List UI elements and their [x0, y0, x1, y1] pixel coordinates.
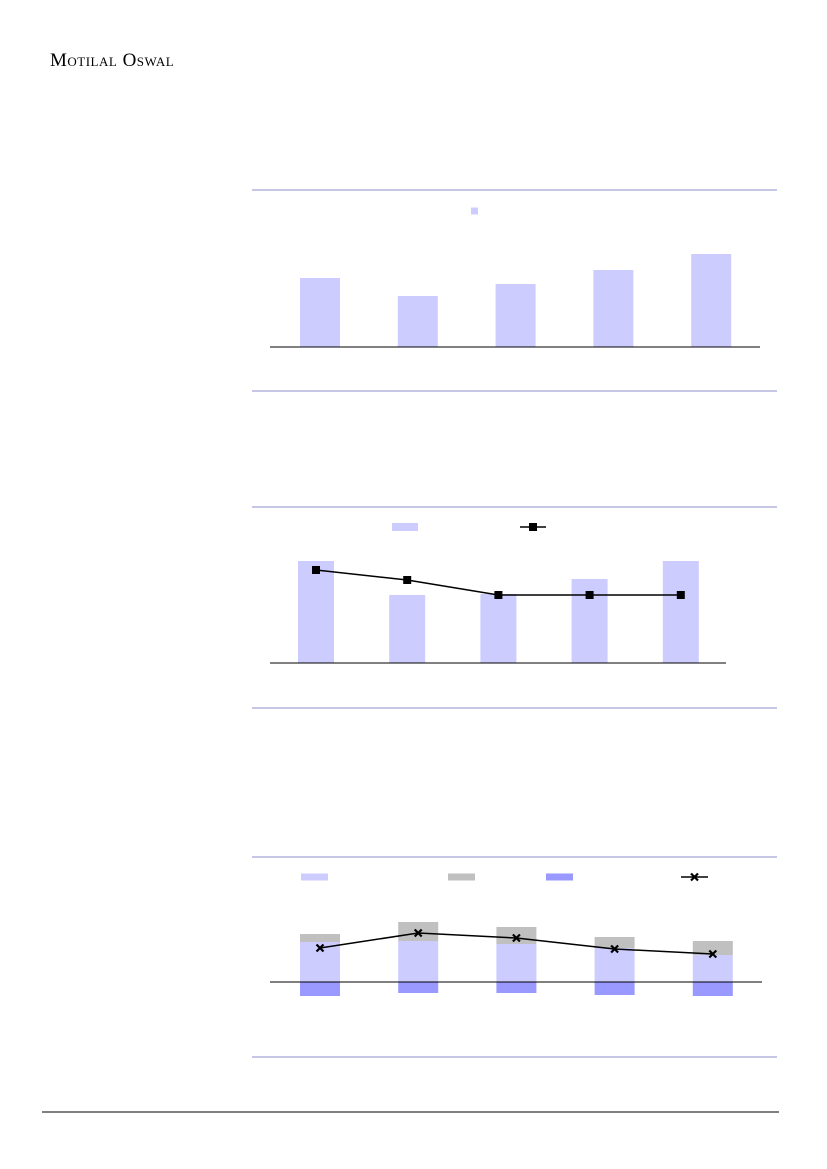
line-marker — [708, 949, 718, 959]
bar — [398, 982, 439, 993]
bar — [397, 296, 438, 347]
bar — [389, 595, 426, 663]
legend-marker — [690, 872, 699, 882]
legend-swatch — [546, 873, 573, 881]
bar — [692, 982, 733, 996]
line-marker — [585, 591, 594, 599]
bar — [398, 941, 439, 982]
bar — [300, 982, 340, 996]
legend-swatch — [392, 523, 418, 531]
line-marker — [494, 591, 503, 599]
line-marker — [315, 943, 325, 953]
line-marker — [403, 576, 412, 584]
legend-marker — [529, 523, 537, 531]
bar — [480, 594, 517, 663]
line-marker — [413, 928, 423, 938]
bar — [496, 944, 537, 982]
bar — [298, 561, 334, 663]
bar — [594, 982, 635, 995]
bar — [495, 284, 536, 347]
bar — [594, 948, 635, 982]
legend-swatch — [448, 873, 475, 881]
legend-swatch — [301, 873, 328, 881]
bar — [300, 278, 340, 347]
line-marker — [610, 944, 619, 954]
line-marker — [512, 933, 521, 943]
line-marker — [676, 591, 685, 599]
bar — [662, 561, 699, 663]
bar — [594, 937, 635, 948]
bar — [692, 941, 733, 955]
line-marker — [312, 566, 320, 574]
bar — [496, 982, 537, 993]
bar — [692, 955, 733, 982]
bar — [691, 254, 732, 347]
legend-swatch — [471, 207, 478, 215]
bar — [300, 934, 340, 942]
bar — [496, 927, 537, 944]
bar — [593, 270, 634, 347]
brand-title: Motilal Oswal — [50, 50, 174, 71]
